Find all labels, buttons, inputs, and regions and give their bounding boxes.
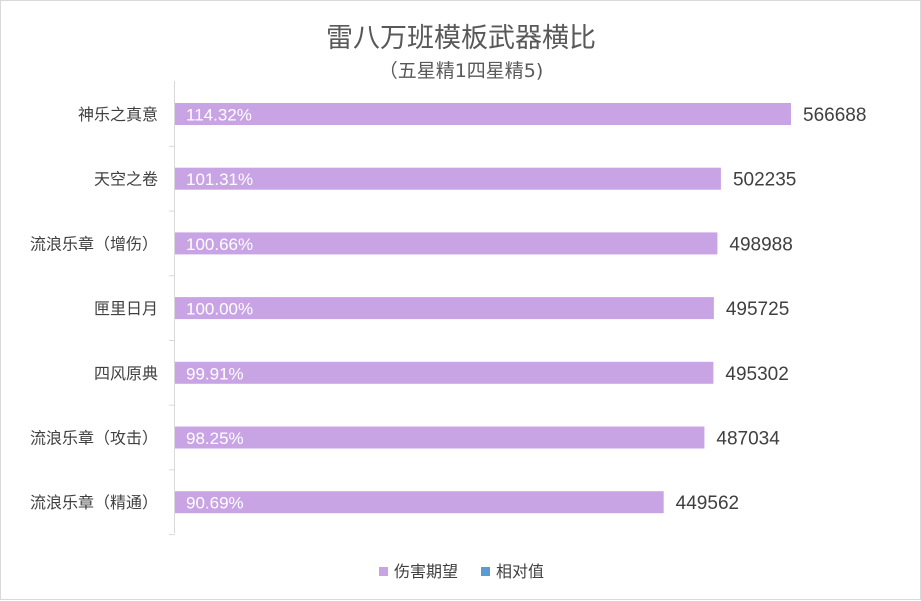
legend-label-relative: 相对值 [496,562,544,581]
bars-group: 神乐之真意 114.32% 566688 天空之卷 101.31% 502235 流浪乐章（… [30,103,866,536]
category-label: 流浪乐章（增伤） [30,234,158,253]
legend-swatch-relative [481,567,490,576]
damage-bar [175,361,714,384]
relative-value-label: 101.31% [186,170,253,189]
damage-bar [175,426,705,449]
damage-bar [175,167,721,190]
damage-value-label: 449562 [676,493,739,514]
damage-bar [175,297,714,320]
category-label: 匣里日月 [94,299,158,318]
damage-value-label: 498988 [729,234,792,255]
relative-value-label: 114.32% [186,106,252,125]
legend: 伤害期望 相对值 [379,562,544,581]
damage-bar [175,103,791,125]
damage-bar [175,491,664,514]
category-label: 四风原典 [94,364,158,383]
legend-label-damage: 伤害期望 [394,562,458,581]
chart-subtitle: （五星精1四星精5) [379,60,544,82]
relative-value-label: 90.69% [186,494,244,513]
damage-value-label: 495725 [726,299,789,320]
category-label: 天空之卷 [94,170,158,189]
chart-title: 雷八万班模板武器横比 [326,23,596,54]
category-label: 神乐之真意 [78,105,158,124]
relative-value-label: 98.25% [186,429,244,448]
damage-value-label: 502235 [733,170,796,191]
relative-value-label: 100.00% [186,300,253,319]
legend-swatch-damage [379,567,388,576]
relative-value-label: 99.91% [186,364,244,383]
category-label: 流浪乐章（精通） [30,493,158,512]
damage-bar [175,232,718,255]
damage-value-label: 566688 [803,105,866,126]
damage-value-label: 495302 [725,364,788,385]
category-label: 流浪乐章（攻击） [30,429,158,448]
relative-value-label: 100.66% [186,235,253,254]
damage-value-label: 487034 [716,429,780,450]
